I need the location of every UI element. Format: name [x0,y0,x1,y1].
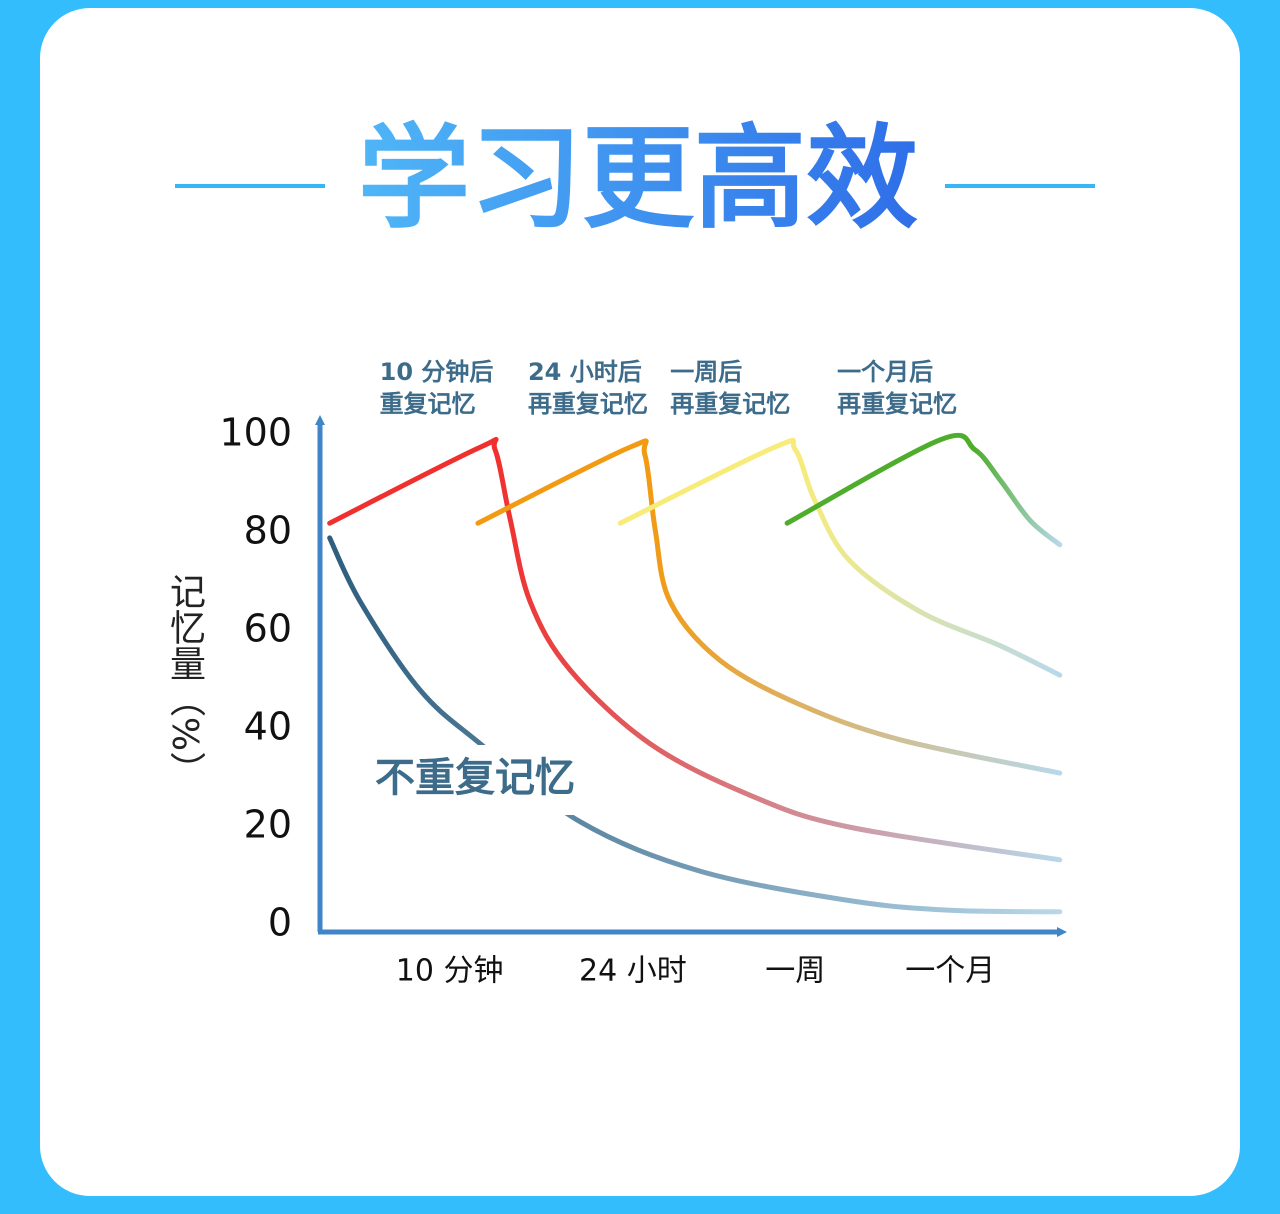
y-axis-label: 记忆量（%） [164,573,206,787]
label-backdrop [368,745,593,815]
curve-label: 再重复记忆 [670,390,790,418]
card [40,8,1240,1196]
curve-label: 一个月后 [837,358,933,386]
y-tick-label: 0 [268,901,292,945]
curve-label: 24 小时后 [528,358,642,386]
x-tick-label: 一个月 [905,954,995,989]
curve-label: 一周后 [670,358,742,386]
curve [475,438,1063,776]
curve-label: 再重复记忆 [528,390,648,418]
y-tick-label: 20 [244,803,292,847]
y-tick-label: 100 [219,411,292,455]
curve-label: 不重复记忆 [375,755,575,801]
x-tick-label: 一周 [765,954,825,989]
chart-title: 学习更高效 [358,114,918,244]
y-tick-label: 60 [244,607,292,651]
curve [327,535,1063,915]
curve [784,432,1063,548]
y-tick-label: 40 [244,705,292,749]
curve [327,436,1063,863]
curve-label: 再重复记忆 [837,390,957,418]
curve-label: 10 分钟后 [380,358,494,386]
x-tick-label: 10 分钟 [396,954,504,989]
y-tick-label: 80 [244,509,292,553]
x-tick-label: 24 小时 [579,954,687,989]
curve [617,437,1063,678]
curve-label: 重复记忆 [380,390,476,418]
